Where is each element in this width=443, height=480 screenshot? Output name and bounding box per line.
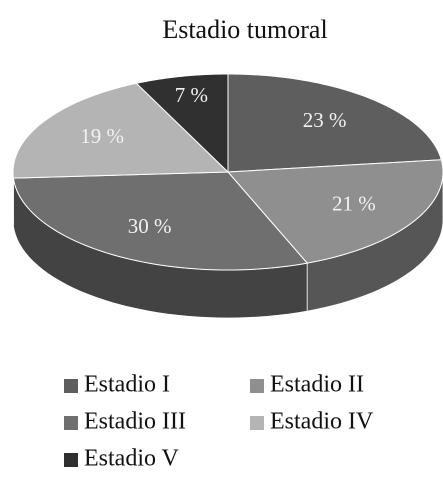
legend-label: Estadio IV — [270, 409, 374, 435]
data-label: 19 % — [80, 124, 124, 148]
pie-slice — [12, 171, 309, 271]
legend-swatch — [64, 453, 78, 467]
data-label: 7 % — [175, 83, 208, 107]
legend-label: Estadio V — [84, 446, 180, 472]
legend-swatch — [64, 416, 78, 430]
pie-slice — [227, 73, 442, 173]
data-label: 23 % — [303, 108, 347, 132]
legend-swatch — [250, 416, 264, 430]
data-label: 21 % — [332, 192, 376, 216]
pie-slice — [226, 159, 443, 264]
legend-label: Estadio II — [270, 372, 364, 398]
data-label: 30 % — [128, 214, 172, 238]
pie-slice — [135, 73, 229, 174]
chart-title: Estadio tumoral — [162, 15, 327, 44]
legend-swatch — [250, 379, 264, 393]
pie-slice — [12, 82, 230, 179]
legend-label: Estadio I — [84, 372, 170, 398]
legend-label: Estadio III — [84, 409, 186, 435]
legend-swatch — [64, 379, 78, 393]
